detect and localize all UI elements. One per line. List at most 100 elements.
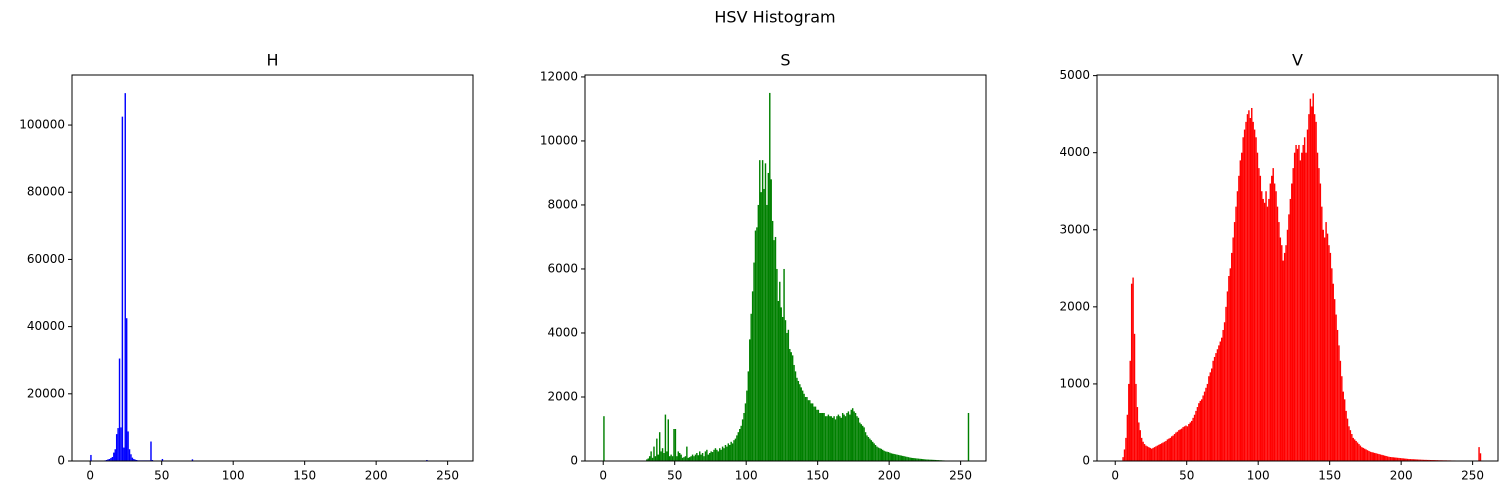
histogram-bar	[1301, 152, 1303, 461]
histogram-bar	[736, 435, 738, 461]
histogram-bar	[118, 358, 121, 461]
histogram-bar	[107, 459, 109, 461]
histogram-bar	[739, 428, 741, 461]
histogram-bar	[884, 451, 887, 461]
histogram-bar	[870, 440, 872, 461]
histogram-bar	[836, 416, 838, 461]
histogram-bar	[910, 457, 913, 461]
histogram-bar	[1283, 252, 1286, 461]
histogram-bar	[1169, 437, 1171, 461]
histogram-bar	[720, 449, 722, 461]
histogram-bar	[1215, 353, 1217, 461]
histogram-bar	[909, 457, 911, 461]
histogram-bar	[1371, 452, 1373, 461]
histogram-bar	[777, 300, 780, 461]
histogram-bar	[813, 406, 815, 461]
histogram-bar	[1351, 434, 1353, 461]
histogram-bar	[1179, 429, 1181, 461]
y-tick-label: 100000	[19, 118, 65, 132]
histogram-bar	[1412, 459, 1415, 461]
histogram-bar	[1231, 252, 1233, 461]
histogram-bar	[1153, 447, 1156, 461]
histogram-bar	[751, 291, 754, 461]
histogram-bar	[680, 454, 682, 461]
histogram-bar	[1293, 152, 1296, 461]
histogram-bar	[1145, 445, 1147, 461]
histogram-bar	[191, 459, 194, 461]
histogram-bar	[113, 452, 115, 461]
histogram-bar	[806, 396, 808, 461]
histogram-bar	[1306, 129, 1309, 461]
histogram-bar	[837, 414, 840, 461]
histogram-bar	[857, 417, 860, 461]
histogram-bar	[699, 451, 701, 461]
histogram-bar	[654, 456, 657, 461]
histogram-bar	[668, 456, 671, 461]
histogram-bar	[1353, 439, 1356, 461]
histogram-bar	[769, 92, 771, 462]
axes-frame	[584, 74, 987, 462]
histogram-bar	[1356, 442, 1359, 461]
x-tick-label: 0	[1111, 469, 1119, 483]
histogram-bar	[1395, 457, 1397, 461]
histogram-bar	[834, 419, 837, 461]
histogram-bar	[856, 416, 858, 461]
histogram-bar	[1425, 459, 1427, 461]
histogram-bar	[784, 320, 787, 461]
histogram-bar	[851, 408, 854, 461]
histogram-bar	[603, 416, 605, 461]
histogram-bar	[1182, 427, 1184, 461]
histogram-bar	[1180, 428, 1183, 461]
histogram-bar	[1193, 414, 1196, 461]
subplot-title: S	[780, 51, 790, 70]
histogram-bar	[697, 455, 700, 461]
histogram-bar	[1202, 395, 1204, 461]
histogram-bar	[810, 403, 812, 461]
histogram-bar	[651, 457, 654, 461]
histogram-bar	[1349, 430, 1352, 461]
histogram-bar	[786, 332, 788, 461]
histogram-bar	[1175, 432, 1177, 461]
histogram-bar	[1381, 454, 1383, 461]
histogram-bar	[814, 406, 817, 461]
histogram-bar	[850, 409, 852, 461]
histogram-bar	[877, 447, 880, 461]
histogram-bar	[920, 458, 923, 461]
histogram-bar	[816, 409, 818, 461]
histogram-bar	[1424, 459, 1426, 461]
histogram-bar	[783, 268, 785, 461]
histogram-bar	[737, 432, 740, 461]
histogram-bar	[1125, 437, 1127, 461]
histogram-bar	[866, 435, 868, 461]
histogram-bar	[117, 428, 119, 461]
histogram-bar	[1168, 438, 1170, 461]
histogram-bar	[1136, 407, 1139, 461]
histogram-bar	[824, 416, 827, 461]
histogram-bar	[859, 422, 861, 461]
histogram-bar	[127, 431, 129, 461]
histogram-bar	[660, 451, 662, 461]
y-tick-label: 2000	[547, 389, 578, 403]
histogram-bar	[1332, 283, 1334, 461]
histogram-bar	[671, 456, 674, 461]
histogram-bar	[796, 377, 798, 461]
histogram-bar	[1135, 383, 1137, 461]
histogram-bar	[1155, 446, 1157, 461]
histogram-bar	[881, 449, 884, 461]
histogram-bar	[1198, 403, 1200, 461]
histogram-bar	[1148, 447, 1150, 461]
histogram-bar	[646, 459, 648, 461]
histogram-bar	[847, 411, 850, 461]
y-tick-label: 10000	[540, 133, 578, 147]
y-tick-label: 80000	[27, 185, 65, 199]
histogram-bar	[1385, 455, 1387, 461]
histogram-bar	[873, 443, 875, 461]
histogram-bar	[1319, 183, 1322, 461]
histogram-bar	[161, 458, 164, 461]
histogram-bar	[125, 318, 128, 461]
histogram-bar	[773, 240, 775, 461]
histogram-bar	[1265, 191, 1267, 461]
x-tick-label: 50	[154, 469, 169, 483]
histogram-bar	[719, 448, 721, 461]
